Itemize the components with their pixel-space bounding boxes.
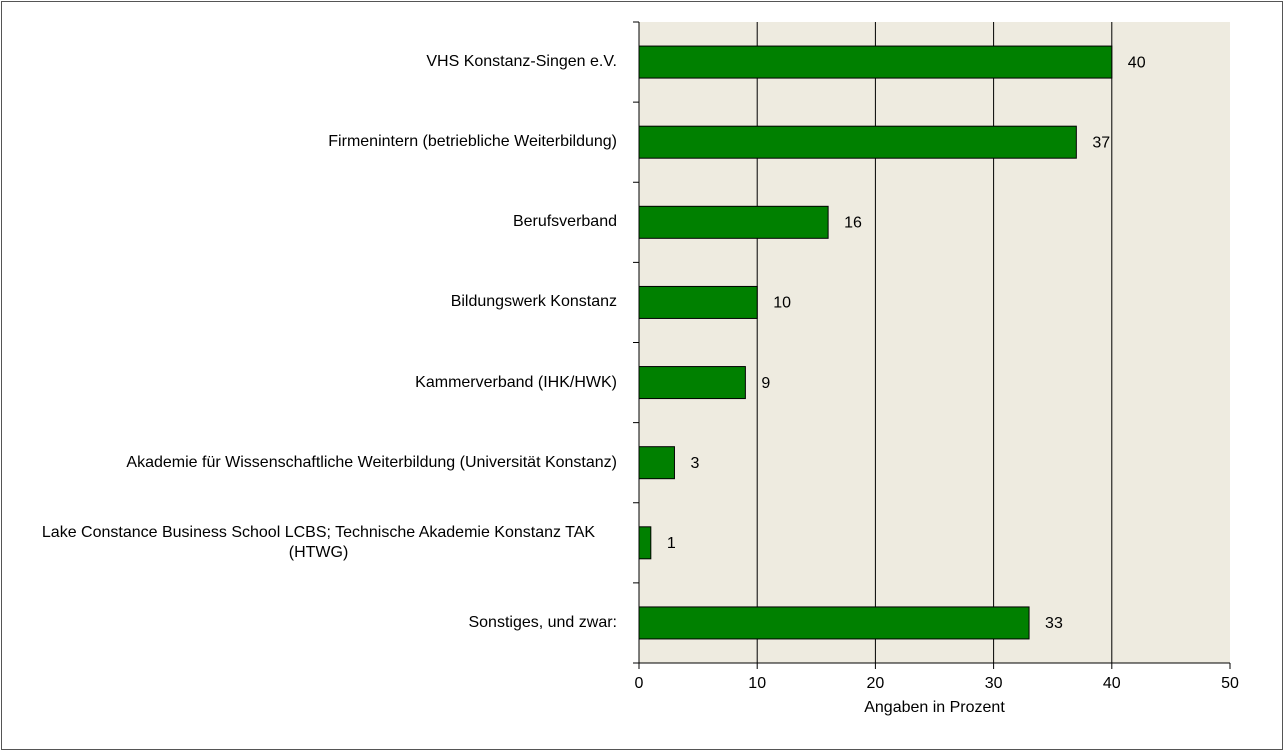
category-label: Bildungswerk Konstanz <box>20 292 617 312</box>
x-tick-label: 30 <box>985 675 1003 692</box>
x-tick-label: 10 <box>748 675 766 692</box>
value-label: 1 <box>667 535 676 552</box>
bar <box>638 45 1113 79</box>
category-label: Akademie für Wissenschaftliche Weiterbil… <box>20 453 617 473</box>
category-label: Lake Constance Business School LCBS; Tec… <box>20 523 617 563</box>
x-tick-label: 50 <box>1221 675 1239 692</box>
category-text: Lake Constance Business School LCBS; Tec… <box>41 523 596 561</box>
x-axis-label: Angaben in Prozent <box>864 699 1005 716</box>
bar <box>638 285 758 319</box>
category-text: VHS Konstanz-Singen e.V. <box>426 53 617 71</box>
category-label: VHS Konstanz-Singen e.V. <box>20 52 617 72</box>
value-label: 37 <box>1092 134 1110 151</box>
category-text: Kammerverband (IHK/HWK) <box>415 373 617 391</box>
bar <box>638 205 829 239</box>
x-tick-label: 20 <box>867 675 885 692</box>
category-text: Berufsverband <box>512 213 617 231</box>
category-text: Sonstiges, und zwar: <box>468 613 617 631</box>
category-text: Bildungswerk Konstanz <box>450 293 617 311</box>
category-label: Berufsverband <box>20 212 617 232</box>
value-label: 16 <box>844 215 862 232</box>
plot-area <box>639 22 1230 663</box>
category-label: Sonstiges, und zwar: <box>20 613 617 633</box>
category-text: Firmenintern (betriebliche Weiterbildung… <box>328 133 617 151</box>
category-label: Kammerverband (IHK/HWK) <box>20 373 617 393</box>
category-text: Akademie für Wissenschaftliche Weiterbil… <box>126 453 617 471</box>
value-label: 33 <box>1045 615 1063 632</box>
bar <box>638 446 675 480</box>
bar <box>638 526 652 560</box>
x-tick-label: 40 <box>1103 675 1121 692</box>
bar <box>638 125 1077 159</box>
value-label: 9 <box>761 375 770 392</box>
value-label: 3 <box>690 455 699 472</box>
value-label: 10 <box>773 295 791 312</box>
category-label: Firmenintern (betriebliche Weiterbildung… <box>20 132 617 152</box>
bar <box>638 366 746 400</box>
bar <box>638 606 1030 640</box>
x-tick-label: 0 <box>635 675 644 692</box>
value-label: 40 <box>1128 54 1146 71</box>
